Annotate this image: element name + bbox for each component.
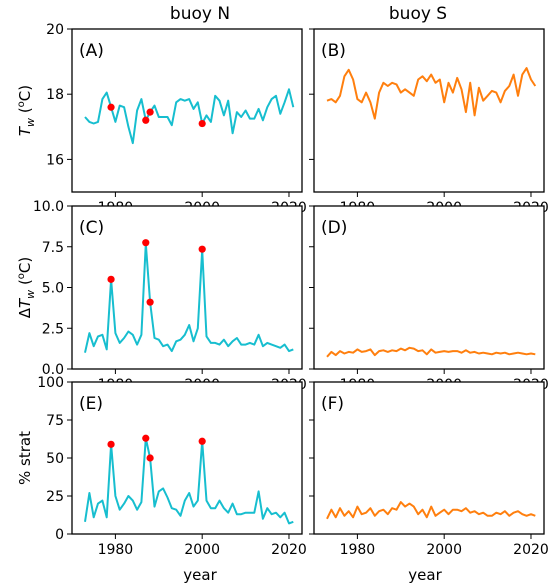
x-tick-label: 2020 — [271, 542, 307, 558]
panel-letter: (D) — [321, 218, 347, 238]
series-line — [326, 67, 537, 120]
panel-f: 1980 2000 2020 (F) — [309, 381, 549, 558]
series-line — [84, 437, 294, 525]
series-line — [326, 346, 536, 358]
y-tick-label: 25 — [46, 489, 64, 505]
y-tick-label: 10.0 — [33, 199, 64, 215]
y-tick-label: 0.0 — [42, 362, 64, 378]
highlight-point — [198, 437, 206, 445]
y-tick-label: 18 — [46, 87, 64, 103]
highlight-point — [107, 275, 115, 283]
y-tick-label: 100 — [37, 375, 64, 391]
x-tick-label: 1980 — [340, 542, 376, 558]
column-title-buoy-n: buoy N — [170, 4, 230, 24]
panel-a: 161820198020002020(A)Tw (oC) — [16, 22, 307, 216]
plot-frame — [313, 205, 545, 370]
y-tick-label: 75 — [46, 413, 64, 429]
x-axis-label-right: year — [408, 566, 442, 584]
highlight-point — [146, 108, 154, 116]
highlight-point — [146, 298, 154, 306]
series-line — [326, 501, 536, 520]
y-tick-label: 20 — [46, 22, 64, 38]
plot-frame — [71, 28, 303, 193]
column-title-buoy-s: buoy S — [389, 4, 447, 24]
y-tick-label: 16 — [46, 152, 64, 168]
panel-letter: (E) — [79, 394, 103, 414]
panel-letter: (A) — [79, 41, 104, 61]
highlight-point — [107, 440, 115, 448]
highlight-point — [198, 119, 206, 128]
highlight-point — [142, 116, 150, 124]
panel-letter: (F) — [321, 394, 344, 414]
highlight-point — [142, 434, 150, 442]
panel-letter: (B) — [321, 41, 346, 61]
plot-frame — [313, 28, 545, 193]
y-tick-label: 5.0 — [42, 281, 64, 297]
series-line — [84, 88, 295, 145]
x-tick-label: 2020 — [513, 542, 549, 558]
y-tick-label: 2.5 — [42, 321, 64, 337]
panel-letter: (C) — [79, 218, 104, 238]
x-tick-label: 2000 — [426, 542, 462, 558]
x-axis-label-left: year — [183, 566, 217, 584]
series-line — [84, 242, 294, 353]
highlight-point — [198, 245, 206, 253]
x-tick-label: 1980 — [98, 542, 134, 558]
y-axis-label: % strat — [16, 431, 34, 485]
y-tick-label: 7.5 — [42, 240, 64, 256]
panels: 161820198020002020(A)Tw (oC)198020002020… — [16, 22, 549, 558]
panel-e: 0 25 50 75 100 1980 2000 2020 (E) % strat — [16, 375, 307, 558]
y-axis-label: ΔTw (oC) — [16, 257, 37, 319]
y-tick-label: 0 — [55, 527, 64, 543]
y-tick-label: 50 — [46, 451, 64, 467]
highlight-point — [107, 103, 115, 111]
y-axis-label: Tw (oC) — [16, 85, 37, 136]
highlight-point — [146, 454, 154, 462]
x-tick-label: 2000 — [184, 542, 220, 558]
highlight-point — [142, 239, 150, 247]
